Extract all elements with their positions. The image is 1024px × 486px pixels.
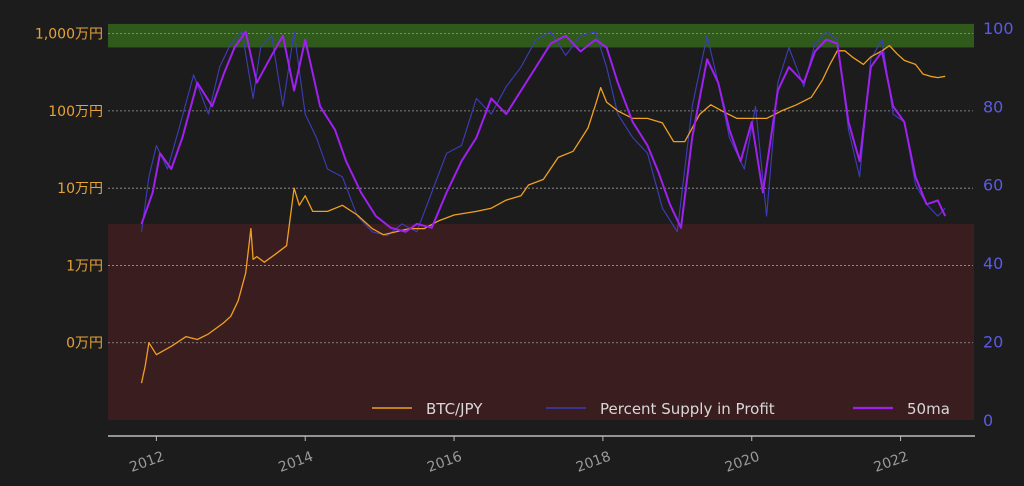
band-1 — [108, 223, 974, 420]
left-tick-label: 10万円 — [57, 181, 103, 197]
left-tick-label: 1,000万円 — [35, 27, 103, 43]
legend: BTC/JPY Percent Supply in Profit 50ma — [372, 400, 950, 418]
legend-label: Percent Supply in Profit — [600, 400, 775, 418]
series-line-1 — [140, 31, 946, 237]
series-lines — [140, 30, 947, 384]
right-tick-label: 20 — [983, 333, 1003, 352]
left-tick-label: 1万円 — [66, 258, 103, 274]
right-axis-ticks: 0 20 40 60 80 100 — [983, 19, 1014, 430]
series-line-0 — [140, 44, 946, 384]
right-tick-label: 60 — [983, 176, 1003, 195]
band-0 — [108, 23, 974, 48]
right-tick-label: 80 — [983, 97, 1003, 116]
series-line-2 — [140, 30, 947, 233]
right-tick-label: 40 — [983, 254, 1003, 273]
left-tick-label: 100万円 — [48, 104, 103, 120]
legend-label: BTC/JPY — [426, 400, 483, 418]
left-axis-ticks: 0万円 1万円 10万円 100万円 1,000万円 — [35, 27, 103, 352]
right-tick-label: 0 — [983, 411, 993, 430]
right-tick-label: 100 — [983, 19, 1014, 38]
left-tick-label: 0万円 — [66, 336, 103, 352]
legend-label: 50ma — [907, 400, 950, 418]
